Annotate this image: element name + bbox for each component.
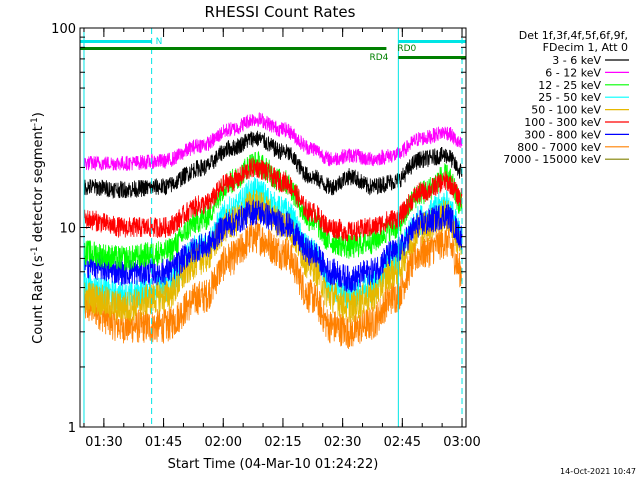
series-line-50-100-kev	[83, 189, 463, 323]
rd4-flag-label: RD4	[369, 53, 388, 63]
series-line-300-800-kev	[83, 199, 463, 293]
x-tick-label: 01:30	[85, 435, 122, 450]
y-tick-label: 1	[68, 421, 76, 436]
legend-label-800-7000-kev: 800 - 7000 keV	[517, 141, 601, 154]
series-layer	[83, 112, 463, 350]
n-flag-label: N	[156, 37, 163, 47]
x-tick-label: 03:00	[443, 435, 480, 450]
chart-title: RHESSI Count Rates	[205, 3, 356, 21]
legend-label-7000-15000-kev: 7000 - 15000 keV	[503, 153, 601, 166]
y-tick-label: 100	[51, 22, 76, 37]
marker-layer: N RD0 RD4	[80, 28, 466, 427]
x-tick-label: 02:30	[324, 435, 361, 450]
series-line-6-12-kev	[83, 112, 463, 171]
series-line-100-300-kev	[83, 157, 463, 242]
rd0-flag-label: RD0	[397, 44, 416, 54]
legend-label-100-300-kev: 100 - 300 keV	[524, 116, 601, 129]
n-flag-bar	[80, 40, 152, 43]
x-tick-label: 02:45	[384, 435, 421, 450]
x-tick-label: 02:15	[264, 435, 301, 450]
y-tick-label: 10	[59, 222, 76, 237]
y-axis-label: Count Rate (s-1 detector segment-1)	[30, 112, 46, 344]
series-line-800-7000-kev	[83, 220, 463, 350]
legend-label-50-100-kev: 50 - 100 keV	[531, 104, 601, 117]
legend-label-6-12-kev: 6 - 12 keV	[545, 66, 601, 79]
rd4-flag-bar	[398, 56, 466, 59]
y-axis: 1 10 100	[51, 22, 466, 436]
n-flag-bar	[398, 40, 466, 43]
x-axis-label: Start Time (04-Mar-10 01:24:22)	[168, 457, 379, 472]
legend-header-line-2: FDecim 1, Att 0	[543, 41, 628, 54]
x-tick-label: 02:00	[205, 435, 242, 450]
rd0-flag-bar	[80, 47, 387, 50]
generation-timestamp: 14-Oct-2021 10:47	[560, 467, 636, 476]
legend-label-300-800-kev: 300 - 800 keV	[524, 128, 601, 141]
series-line-3-6-kev	[83, 130, 463, 200]
x-axis: 01:30 01:45 02:00 02:15 02:30 02:45 03:00	[83, 28, 481, 450]
legend-label-12-25-kev: 12 - 25 keV	[538, 79, 601, 92]
legend-label-25-50-kev: 25 - 50 keV	[538, 91, 601, 104]
legend-header-line-1: Det 1f,3f,4f,5f,6f,9f,	[519, 29, 628, 42]
legend-label-3-6-kev: 3 - 6 keV	[552, 54, 601, 67]
x-tick-label: 01:45	[145, 435, 182, 450]
